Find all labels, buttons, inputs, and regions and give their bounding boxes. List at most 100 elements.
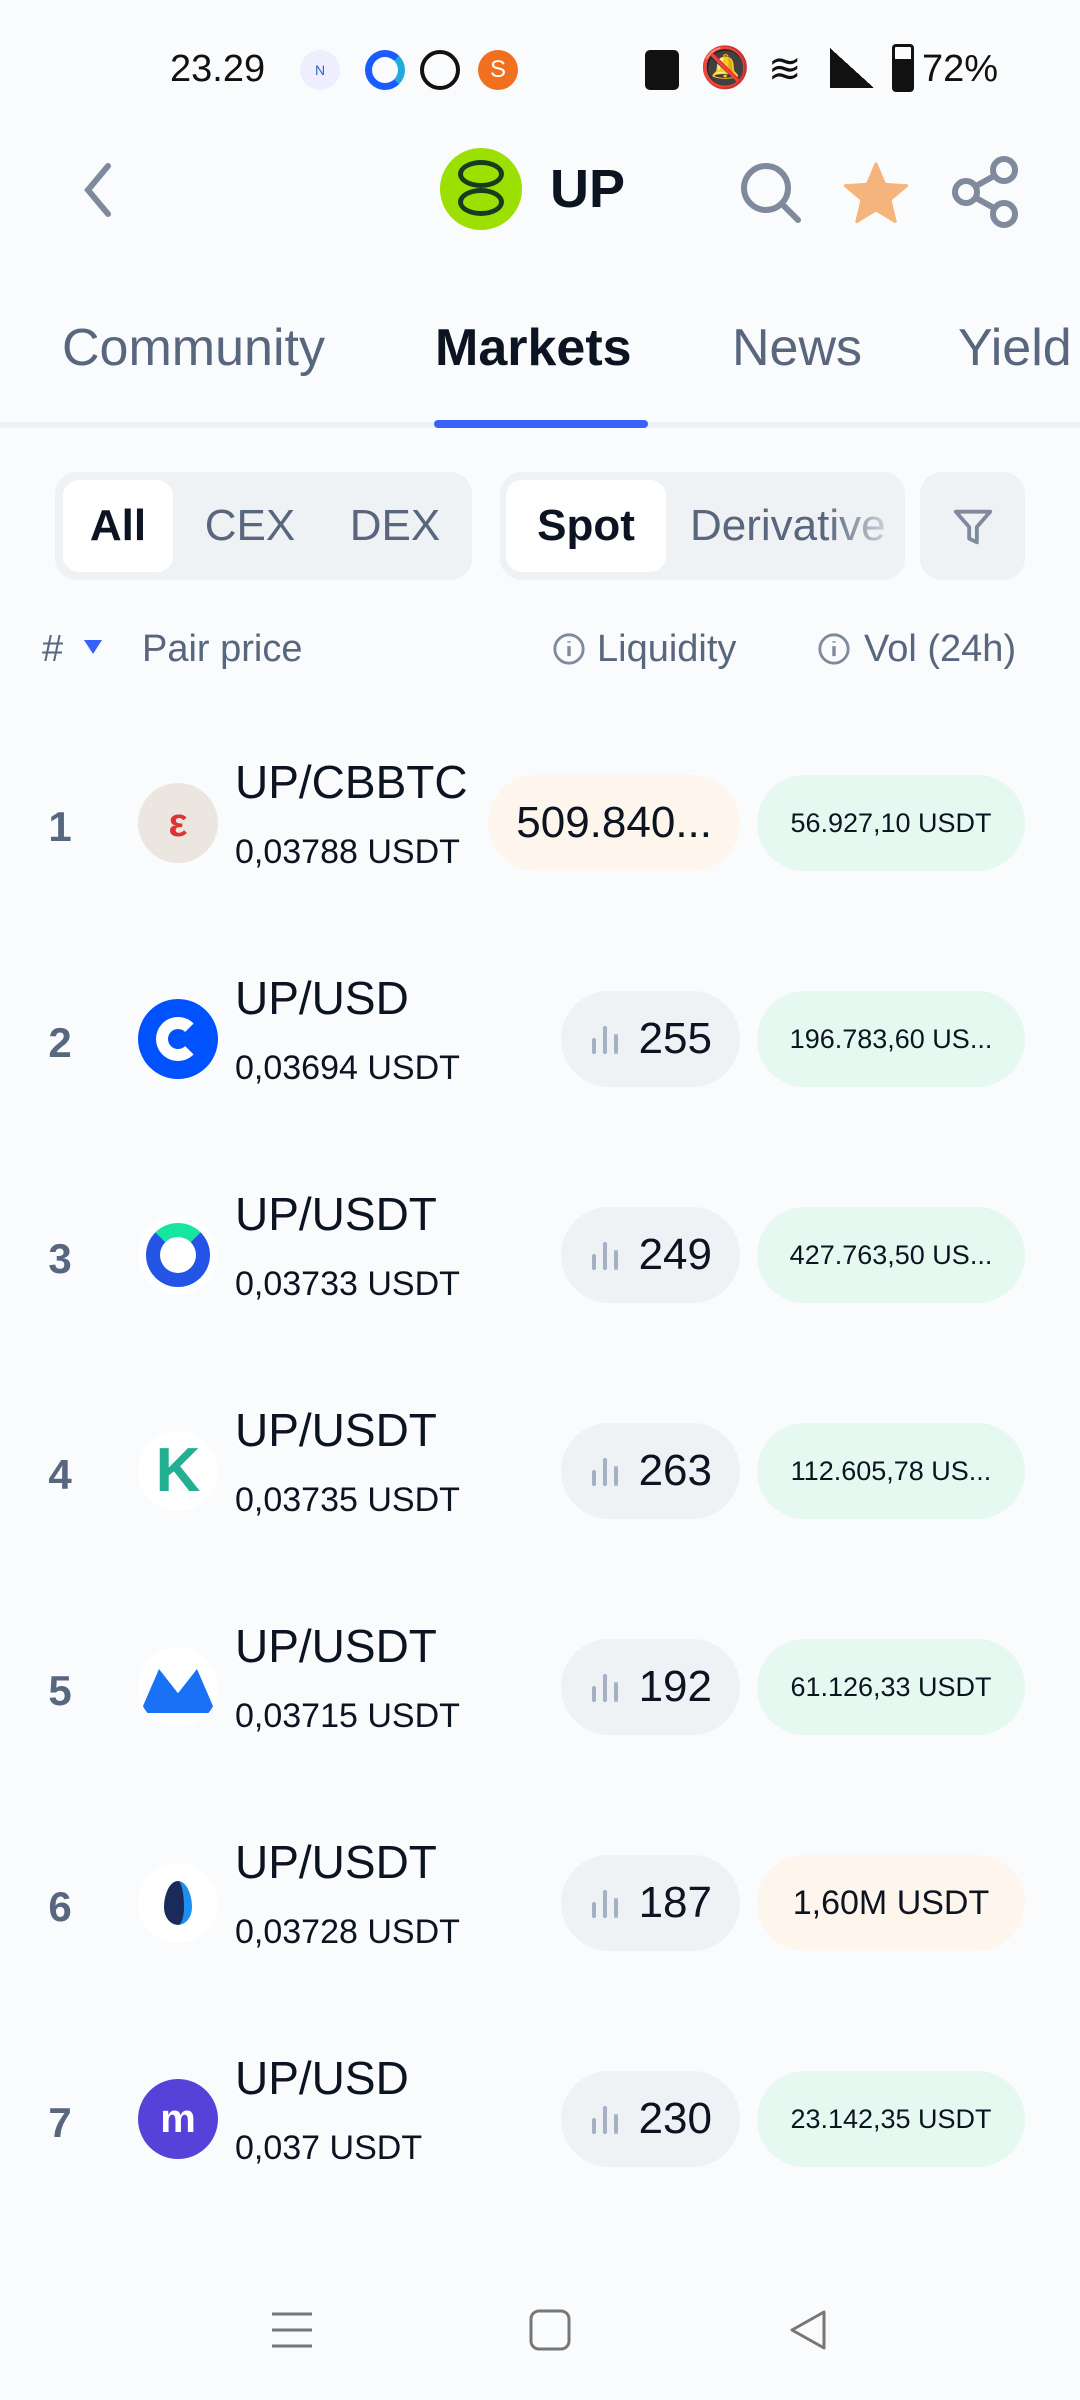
tab-news[interactable]: News [732, 319, 863, 377]
market-row[interactable]: 4 K UP/USDT 0,03735 USDT 263 112.605,78 … [0, 1363, 1080, 1579]
recent-apps-icon[interactable] [270, 2308, 314, 2352]
market-row[interactable]: 2 UP/USD 0,03694 USDT 255 196.783,60 US.… [0, 931, 1080, 1147]
volume-value: 1,60M USDT [792, 1883, 990, 1922]
volume-value: 56.927,10 USDT [790, 807, 992, 838]
volume-value: 23.142,35 USDT [790, 2103, 992, 2134]
tab-community[interactable]: Community [62, 319, 325, 377]
volume-badge: 427.763,50 US... [757, 1207, 1025, 1303]
market-row[interactable]: 6 UP/USDT 0,03728 USDT 187 1,60M USDT [0, 1795, 1080, 2011]
liquidity-badge[interactable]: 255 [560, 991, 740, 1087]
liquidity-badge[interactable]: 192 [560, 1639, 740, 1735]
filter-cex[interactable]: CEX [204, 501, 296, 550]
mute-icon: 🔕 [700, 46, 750, 90]
bar-chart-icon [591, 1674, 618, 1702]
search-icon[interactable] [738, 160, 804, 226]
volume-value: 427.763,50 US... [789, 1239, 993, 1270]
tab-bar: Community Markets News Yield [0, 300, 1080, 430]
s-app-icon: S [478, 50, 518, 90]
nfc-icon [645, 50, 679, 90]
pair-header[interactable]: Pair price [142, 628, 303, 670]
status-bar: 23.29 N S 🔕 ≋ 72% [0, 40, 1080, 100]
pair-price: 0,03733 USDT [235, 1265, 460, 1303]
liquidity-value: 255 [638, 1014, 712, 1063]
pair-name: UP/USDT [235, 1404, 437, 1456]
liquidity-badge[interactable]: 249 [560, 1207, 740, 1303]
coinmarketcap-icon [420, 50, 460, 90]
pair-name: UP/USDT [235, 1620, 437, 1672]
exchange-logo-kraken: m [138, 2079, 218, 2159]
filter-button[interactable] [920, 472, 1025, 580]
rank: 3 [48, 1235, 72, 1282]
source-filter: All CEX DEX [55, 472, 472, 580]
filter-spot[interactable]: Spot [506, 480, 666, 572]
liquidity-value: 263 [638, 1446, 712, 1495]
battery-icon [892, 44, 914, 92]
bar-chart-icon [591, 1026, 618, 1054]
tab-markets[interactable]: Markets [435, 319, 632, 377]
pair-name: UP/USDT [235, 1188, 437, 1240]
pair-price: 0,03788 USDT [235, 833, 460, 871]
volume-badge: 1,60M USDT [757, 1855, 1025, 1951]
volume-badge: 196.783,60 US... [757, 991, 1025, 1087]
rank: 5 [48, 1667, 72, 1714]
wifi-icon: ≋ [768, 47, 802, 91]
pair-price: 0,03694 USDT [235, 1049, 460, 1087]
pair-price: 0,03715 USDT [235, 1697, 460, 1735]
page-title: UP [550, 159, 626, 219]
market-row[interactable]: 5 UP/USDT 0,03715 USDT 192 61.126,33 USD… [0, 1579, 1080, 1795]
liquidity-badge[interactable]: 509.840... [488, 775, 740, 871]
rank: 4 [48, 1451, 72, 1498]
back-icon[interactable] [78, 162, 118, 218]
back-nav-icon[interactable] [786, 2308, 830, 2352]
pair-name: UP/USDT [235, 1836, 437, 1888]
volume-value: 196.783,60 US... [789, 1023, 993, 1054]
rank: 1 [48, 803, 72, 850]
market-row[interactable]: 3 UP/USDT 0,03733 USDT 249 427.763,50 US… [0, 1147, 1080, 1363]
liquidity-value: 187 [638, 1878, 712, 1927]
rank-header[interactable]: # [42, 628, 64, 670]
table-header: # Pair price Liquidity Vol (24h) [0, 620, 1080, 680]
funnel-icon [953, 509, 993, 545]
active-tab-indicator [434, 420, 648, 428]
liquidity-badge[interactable]: 230 [560, 2071, 740, 2167]
star-icon[interactable] [840, 158, 912, 228]
liquidity-badge[interactable]: 187 [560, 1855, 740, 1951]
news-icon: N [300, 50, 340, 90]
info-icon[interactable] [552, 632, 586, 666]
header: UP [0, 140, 1080, 240]
exchange-logo-mexc [138, 1647, 218, 1727]
volume-badge: 23.142,35 USDT [757, 2071, 1025, 2167]
bar-chart-icon [591, 1242, 618, 1270]
rank: 2 [48, 1019, 72, 1066]
volume-header[interactable]: Vol (24h) [864, 628, 1017, 670]
filter-dex[interactable]: DEX [349, 501, 441, 550]
signal-icon [830, 48, 874, 88]
exchange-logo-gate [138, 1215, 218, 1295]
bar-chart-icon [591, 1890, 618, 1918]
sort-down-icon[interactable] [82, 638, 104, 656]
rank: 7 [48, 2099, 72, 2146]
liquidity-value: 192 [638, 1662, 712, 1711]
bar-chart-icon [591, 2106, 618, 2134]
liquidity-header[interactable]: Liquidity [597, 628, 737, 670]
pair-name: UP/USD [235, 2052, 409, 2104]
exchange-logo-cbbtc: ε [138, 783, 218, 863]
token-logo [440, 148, 522, 230]
tab-yield[interactable]: Yield [958, 319, 1072, 377]
exchange-logo-htx [138, 1863, 218, 1943]
volume-badge: 56.927,10 USDT [757, 775, 1025, 871]
pair-name: UP/CBBTC [235, 756, 468, 808]
share-icon[interactable] [950, 154, 1022, 230]
market-row[interactable]: 7 m UP/USD 0,037 USDT 230 23.142,35 USDT [0, 2011, 1080, 2227]
liquidity-badge[interactable]: 263 [560, 1423, 740, 1519]
volume-badge: 112.605,78 US... [757, 1423, 1025, 1519]
filter-all[interactable]: All [63, 480, 173, 572]
market-row[interactable]: 1 ε UP/CBBTC 0,03788 USDT 509.840... 56.… [0, 715, 1080, 931]
exchange-logo-kucoin: K [138, 1431, 218, 1511]
system-nav-bar [0, 2280, 1080, 2380]
battery-level: 72% [922, 48, 999, 90]
home-icon[interactable] [528, 2308, 572, 2352]
volume-value: 61.126,33 USDT [790, 1671, 992, 1702]
coingecko-icon [365, 50, 405, 90]
info-icon[interactable] [817, 632, 851, 666]
